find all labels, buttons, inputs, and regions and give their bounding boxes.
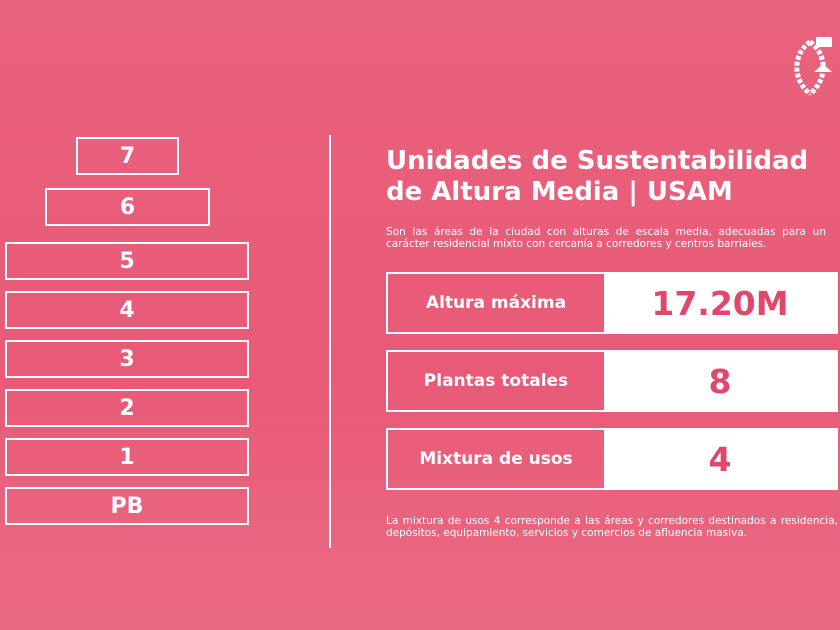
stat-value: 4 [604,430,836,488]
stat-value: 17.20M [604,274,836,332]
stat-row: Altura máxima 17.20M [386,272,838,334]
title: Unidades de Sustentabilidad [386,146,809,176]
stat-row: Mixtura de usos 4 [386,428,838,490]
note: La mixtura de usos 4 corresponde a las á… [386,515,838,539]
stat-value: 8 [604,352,836,410]
floor-box: 6 [45,188,210,226]
stat-row: Plantas totales 8 [386,350,838,412]
title: de Altura Media | USAM [386,177,733,207]
floor-box: 1 [5,438,249,476]
stat-label: Altura máxima [425,293,567,313]
stat-label: Plantas totales [423,371,569,391]
floor-box: 7 [76,137,179,175]
description: Son las áreas de la ciudad con alturas d… [386,226,826,250]
floor-box: 5 [5,242,249,280]
logo [794,37,832,96]
floor-box: 4 [5,291,249,329]
floor-box: 3 [5,340,249,378]
floor-box: 2 [5,389,249,427]
stat-label: Mixtura de usos [419,449,573,469]
divider [329,135,331,548]
floor-box: PB [5,487,249,525]
